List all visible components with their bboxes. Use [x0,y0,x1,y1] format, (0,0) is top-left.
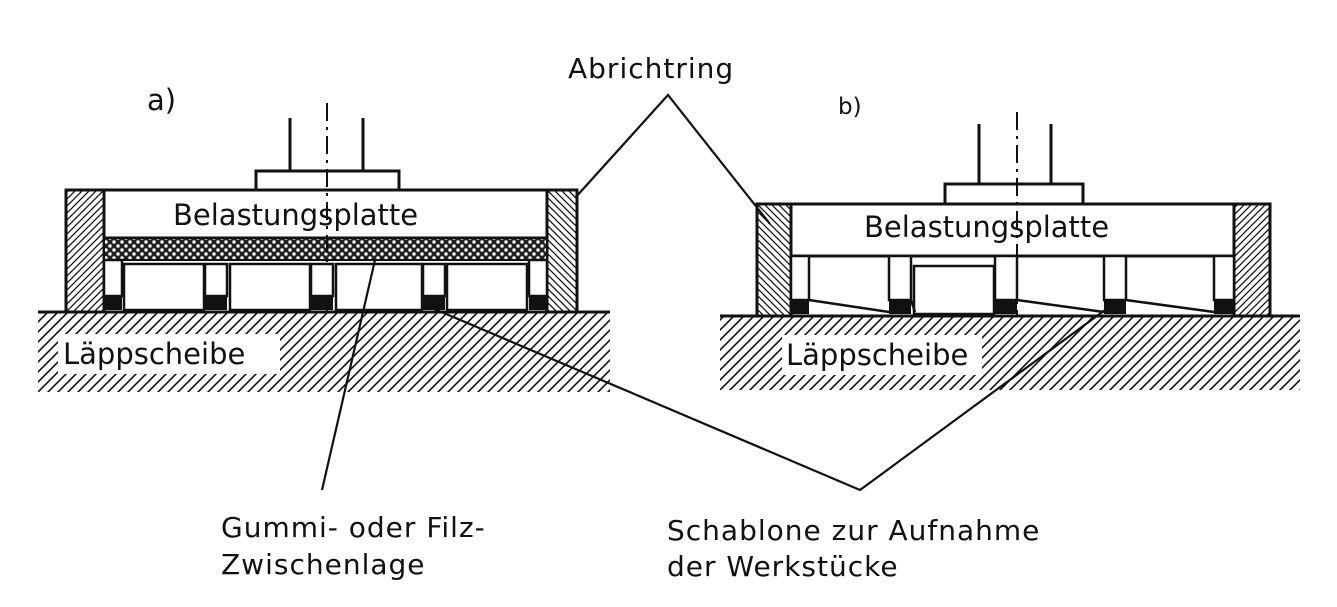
dressing-ring-left-a [64,188,106,314]
panel-b: b) Läppscheibe Belastungsplatte [720,94,1300,390]
panel-a-label: a) [147,83,176,117]
leader-ring [574,93,771,225]
hub-b [943,182,1085,206]
rubber-interlayer-a [103,237,548,261]
callout-interlayer-line1: Gummi- oder Filz- [221,511,486,544]
contact-points-a [104,296,547,310]
disc-label-b: Läppscheibe [786,338,968,372]
callout-dressing-ring: Abrichtring [568,52,734,85]
disc-label-bg-a [58,334,280,374]
disc-label-a: Läppscheibe [63,337,245,371]
callout-interlayer-line2: Zwischenlage [221,548,426,581]
contact-points-b [791,300,1234,314]
load-plate-b [789,202,1236,258]
panel-b-label: b) [838,94,862,120]
leader-lines [320,93,1106,492]
leader-interlayer [320,259,377,491]
callout-template-line1: Schablone zur Aufnahme [667,514,1040,547]
dressing-ring-left-b [755,202,793,318]
load-plate-label-a: Belastungsplatte [173,198,418,232]
template-lines-b [808,298,1215,314]
load-plate-label-b: Belastungsplatte [864,210,1109,244]
callout-template-line2: der Werkstücke [667,550,899,583]
template-b [789,254,1236,302]
dressing-ring-right-a [545,188,579,314]
disc-label-bg-b [782,335,982,375]
leader-template [424,303,1106,492]
workpieces-b [912,264,996,316]
panel-a: a) Läppscheibe Belastungsplatte [38,83,610,392]
workpieces-a [122,262,529,312]
dressing-ring-right-b [1232,202,1272,318]
template-a [102,258,549,298]
